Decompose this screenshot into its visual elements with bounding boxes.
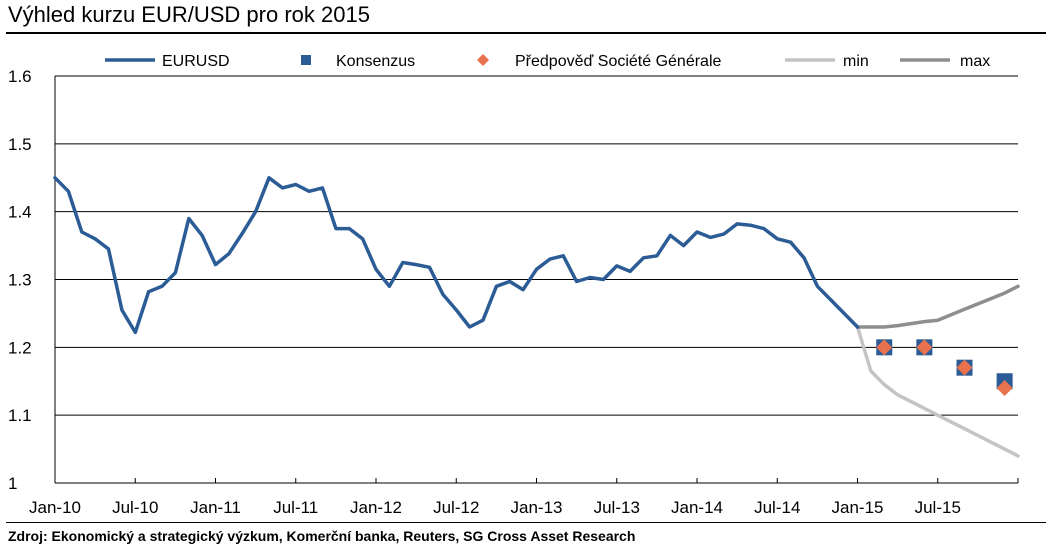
sg-forecast-marker — [876, 339, 893, 356]
x-tick-label: Jul-14 — [754, 498, 800, 517]
legend-swatch-sg — [477, 54, 489, 66]
y-tick-label: 1.5 — [8, 135, 32, 154]
chart-title: Výhled kurzu EUR/USD pro rok 2015 — [8, 2, 370, 27]
x-tick-label: Jul-13 — [594, 498, 640, 517]
legend-label: EURUSD — [162, 53, 230, 70]
x-tick-label: Jan-12 — [350, 498, 402, 517]
legend-label: max — [960, 53, 990, 70]
legend-label: Konsenzus — [336, 53, 415, 70]
x-tick-label: Jan-14 — [671, 498, 723, 517]
x-tick-label: Jan-10 — [29, 498, 81, 517]
legend-label: Předpověď Société Générale — [515, 53, 722, 70]
y-tick-label: 1 — [8, 474, 17, 493]
axes: 1.6 1.5 1.4 1.3 1.2 1.1 1 Jan-10 Jul-10 Jan-11 Jul… — [8, 67, 1019, 517]
y-tick-label: 1.3 — [8, 271, 32, 290]
source-divider — [6, 522, 1046, 523]
source-note: Zdroj: Ekonomický a strategický výzkum, … — [8, 528, 636, 544]
sg-forecast-marker — [956, 359, 973, 376]
grid-lines — [55, 75, 1018, 416]
x-tick-label: Jul-15 — [915, 498, 961, 517]
y-tick-label: 1.2 — [8, 338, 32, 357]
y-tick-label: 1.6 — [8, 67, 32, 86]
sg-forecast-marker — [996, 380, 1013, 397]
x-tick-label: Jul-10 — [112, 498, 158, 517]
sg-forecast-marker — [916, 339, 933, 356]
series-line-eurusd — [53, 176, 860, 335]
x-tick-label: Jul-12 — [433, 498, 479, 517]
x-tick-label: Jan-11 — [190, 498, 241, 517]
legend: EURUSD Konsenzus Předpověď Société Général… — [105, 53, 990, 70]
series-line-min — [855, 325, 1020, 458]
y-tick-label: 1.1 — [8, 406, 32, 425]
legend-swatch-konsenzus — [301, 55, 311, 65]
y-tick-label: 1.4 — [8, 203, 32, 222]
x-tick-label: Jan-15 — [832, 498, 884, 517]
series-layer — [53, 176, 1020, 458]
x-tick-label: Jan-13 — [511, 498, 563, 517]
legend-label: min — [843, 53, 869, 70]
title-divider — [6, 32, 1046, 34]
series-line-max — [855, 284, 1020, 329]
x-tick-label: Jul-11 — [273, 498, 318, 517]
marker-layer — [876, 339, 1013, 397]
